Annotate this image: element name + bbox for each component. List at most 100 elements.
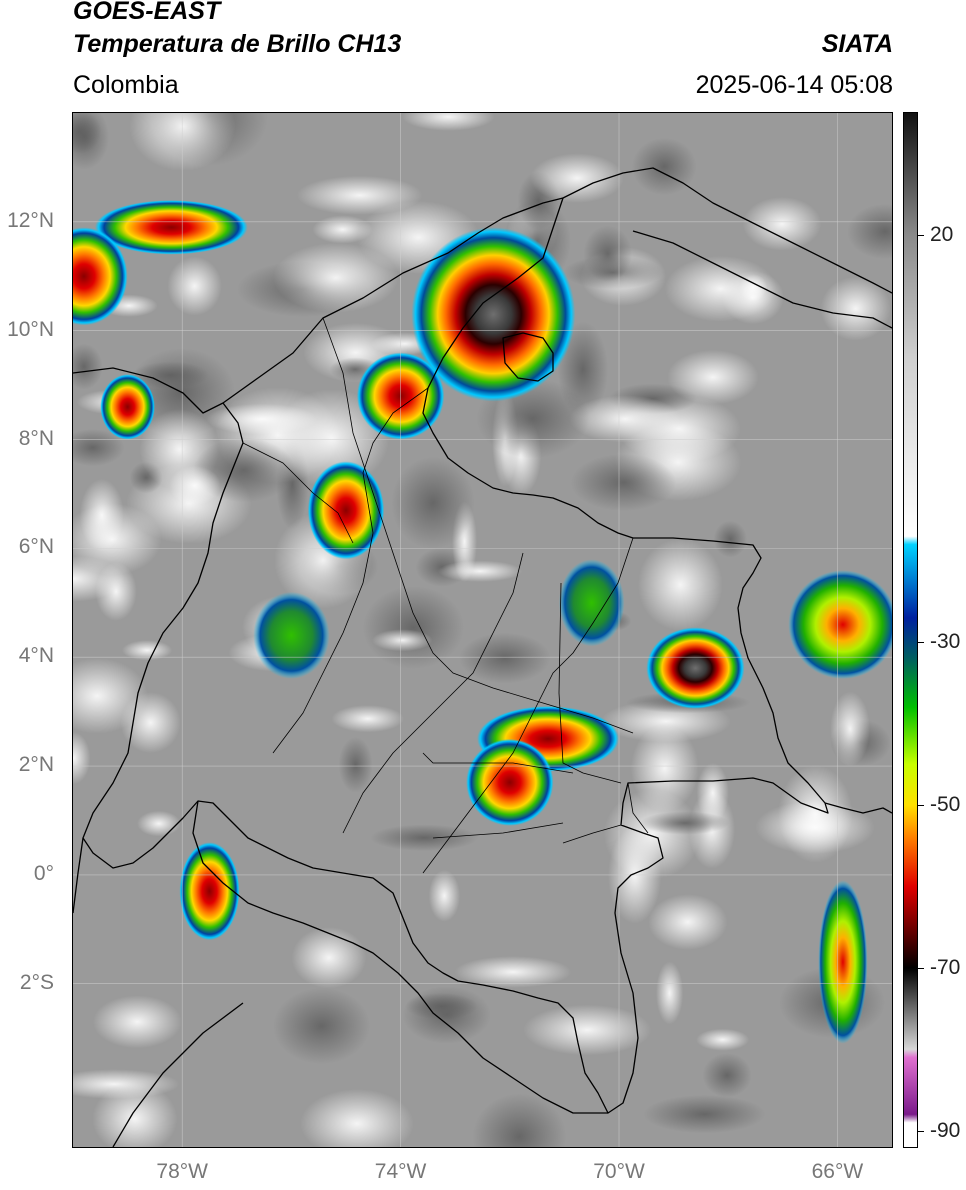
dark-surface-patch — [702, 1053, 752, 1098]
bright-cloud-patch — [569, 395, 681, 443]
dark-surface-patch — [631, 137, 697, 196]
bright-cloud-patch — [454, 956, 572, 988]
colombia-border — [82, 197, 829, 1114]
colorbar-tick — [918, 642, 924, 644]
lon-tick-label: 66°W — [811, 1160, 864, 1183]
bright-cloud-patch — [73, 556, 125, 602]
dept-border-5 — [558, 582, 622, 784]
dark-surface-patch — [391, 456, 475, 550]
lon-tick-label: 78°W — [156, 1160, 208, 1183]
convective-cell-strong — [73, 227, 128, 326]
colorbar-tick-label: -30 — [930, 630, 961, 654]
dark-surface-patch — [338, 737, 373, 793]
bright-cloud-patch — [402, 113, 495, 131]
bright-cloud-patch — [755, 800, 875, 854]
bright-cloud-patch — [273, 242, 399, 313]
lon-tick-label: 74°W — [374, 1160, 427, 1183]
lat-tick-label: 6°N — [18, 535, 54, 559]
dept-border-7 — [562, 782, 649, 844]
lat-tick-label: 8°N — [18, 426, 54, 450]
colorbar-tick-label: -90 — [930, 1118, 961, 1142]
bright-cloud-patch — [530, 153, 624, 203]
dark-surface-patch — [73, 429, 125, 467]
convective-cell-weak — [558, 559, 625, 647]
lat-tick-label: 2°S — [19, 970, 54, 994]
dept-border-1 — [322, 317, 634, 734]
dept-border-4 — [422, 537, 634, 874]
bright-cloud-patch — [437, 560, 523, 582]
bright-cloud-patch — [428, 869, 461, 922]
dark-surface-patch — [643, 1094, 766, 1134]
ecuador-peru-border — [192, 800, 608, 1114]
dark-surface-patch — [405, 992, 478, 1020]
peru-coast — [112, 1002, 244, 1147]
bright-cloud-patch — [169, 465, 221, 506]
bright-cloud-patch — [696, 1028, 750, 1051]
bright-cloud-patch — [79, 478, 124, 552]
bright-cloud-patch — [667, 349, 759, 405]
bright-cloud-patch — [92, 1082, 178, 1147]
bright-cloud-patch — [637, 538, 723, 631]
satellite-map — [72, 112, 893, 1148]
convective-cell-strong — [466, 738, 554, 826]
dept-border-8 — [242, 442, 354, 544]
bright-cloud-patch — [167, 256, 222, 316]
dark-surface-patch — [362, 586, 465, 670]
dark-surface-patch — [570, 453, 677, 512]
dept-border-3 — [342, 552, 524, 834]
product-title: Temperatura de Brillo CH13 — [73, 30, 402, 58]
convective-cell-strong — [307, 461, 385, 560]
convective-cell-intense — [411, 227, 576, 402]
dark-surface-patch — [273, 987, 371, 1065]
bright-cloud-patch — [648, 894, 728, 950]
bright-cloud-patch — [291, 927, 367, 989]
bright-cloud-patch — [137, 810, 181, 837]
venezuela-border — [562, 167, 892, 294]
colorbar-tick — [918, 967, 924, 969]
convective-cell-moderate — [818, 880, 868, 1044]
colorbar-tick — [918, 1130, 924, 1132]
source-label: SIATA — [821, 30, 893, 58]
convective-cell-strong — [179, 842, 240, 941]
dark-surface-patch — [640, 811, 730, 835]
colorbar-tick-label: -50 — [930, 793, 961, 817]
dark-surface-patch — [472, 1093, 567, 1147]
bright-cloud-patch — [523, 1004, 652, 1056]
lat-tick-label: 2°N — [18, 753, 54, 777]
convective-cell-weak — [253, 591, 330, 679]
dark-surface-patch — [73, 113, 110, 170]
panama-border — [73, 367, 224, 414]
venezuela-coast — [632, 230, 892, 329]
dark-surface-patch — [713, 520, 747, 558]
lat-tick-label: 0° — [33, 861, 54, 885]
lat-tick-label: 10°N — [7, 317, 54, 341]
ecuador-coast — [73, 837, 84, 914]
colorbar — [903, 112, 918, 1148]
bright-cloud-patch — [129, 113, 236, 171]
dark-surface-patch — [370, 824, 479, 851]
convective-cell-strong — [100, 374, 155, 440]
brazil-border — [824, 802, 892, 814]
dept-border-2 — [272, 387, 429, 754]
bright-cloud-patch — [73, 732, 91, 785]
lat-tick-label: 12°N — [7, 208, 54, 232]
bright-cloud-patch — [830, 691, 870, 767]
colorbar-tick — [918, 805, 924, 807]
convective-cell-strong — [94, 200, 248, 255]
bright-cloud-patch — [312, 215, 373, 244]
convective-cell-intense — [646, 627, 745, 709]
dark-surface-patch — [563, 255, 662, 290]
colorbar-tick-label: 20 — [930, 223, 954, 247]
region-label: Colombia — [73, 71, 179, 99]
convective-cell-moderate — [788, 570, 892, 679]
map-canvas — [73, 113, 892, 1147]
dept-border-6 — [422, 752, 574, 839]
maracaibo-lake — [502, 332, 554, 382]
bright-cloud-patch — [300, 1089, 414, 1147]
bright-cloud-patch — [92, 995, 182, 1049]
colorbar-tick-label: -70 — [930, 955, 961, 979]
bright-cloud-patch — [656, 961, 684, 1025]
bright-cloud-patch — [122, 640, 173, 661]
bright-cloud-patch — [820, 276, 891, 341]
timestamp-label: 2025-06-14 05:08 — [695, 71, 893, 99]
